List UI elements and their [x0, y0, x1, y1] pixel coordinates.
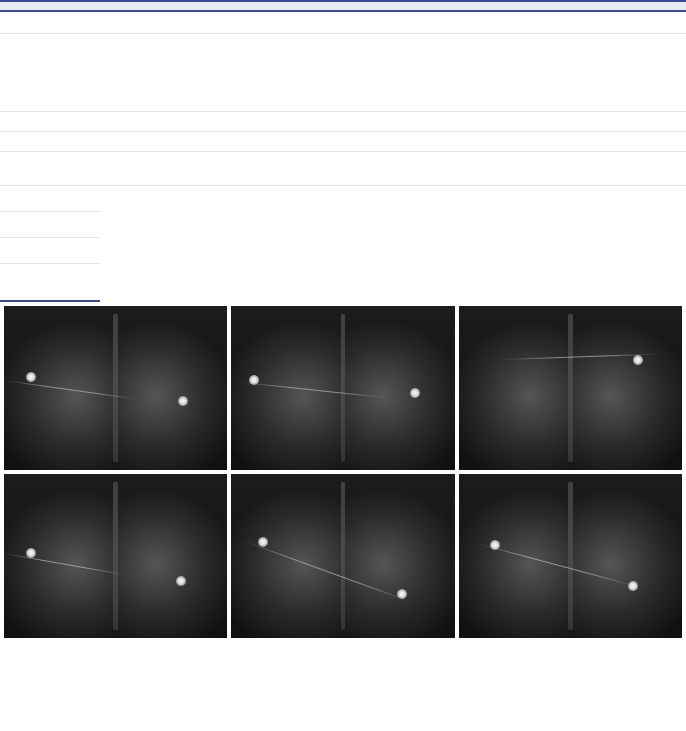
- row-label-alc: [0, 211, 100, 237]
- row-label-pcr: [0, 263, 100, 301]
- xray-panel: [4, 474, 227, 638]
- day-col: [260, 1, 313, 11]
- xray-panel: [231, 306, 454, 470]
- day-col: [207, 1, 260, 11]
- day-col: [633, 1, 686, 11]
- clinical-timeline-table: [0, 0, 686, 302]
- row-label-antibiotics: [0, 151, 100, 185]
- day-col: [313, 1, 366, 11]
- day-col: [473, 1, 526, 11]
- row-label-crp: [0, 237, 100, 263]
- day-col: [153, 1, 206, 11]
- xray-panel: [459, 306, 682, 470]
- row-label-wbc: [0, 185, 100, 211]
- day-col: [579, 1, 632, 11]
- xray-grid: [0, 302, 686, 642]
- day-col: [366, 1, 419, 11]
- day-col: [100, 1, 153, 11]
- row-label-remdesivir: [0, 111, 100, 131]
- day-col: [420, 1, 473, 11]
- header-title: [0, 1, 100, 11]
- xray-panel: [459, 474, 682, 638]
- xray-panel: [231, 474, 454, 638]
- row-label-oxygen: [0, 33, 100, 111]
- row-label-fever: [0, 11, 100, 33]
- row-label-dexamethasone: [0, 131, 100, 151]
- header-row: [0, 1, 686, 11]
- xray-panel: [4, 306, 227, 470]
- day-col: [526, 1, 579, 11]
